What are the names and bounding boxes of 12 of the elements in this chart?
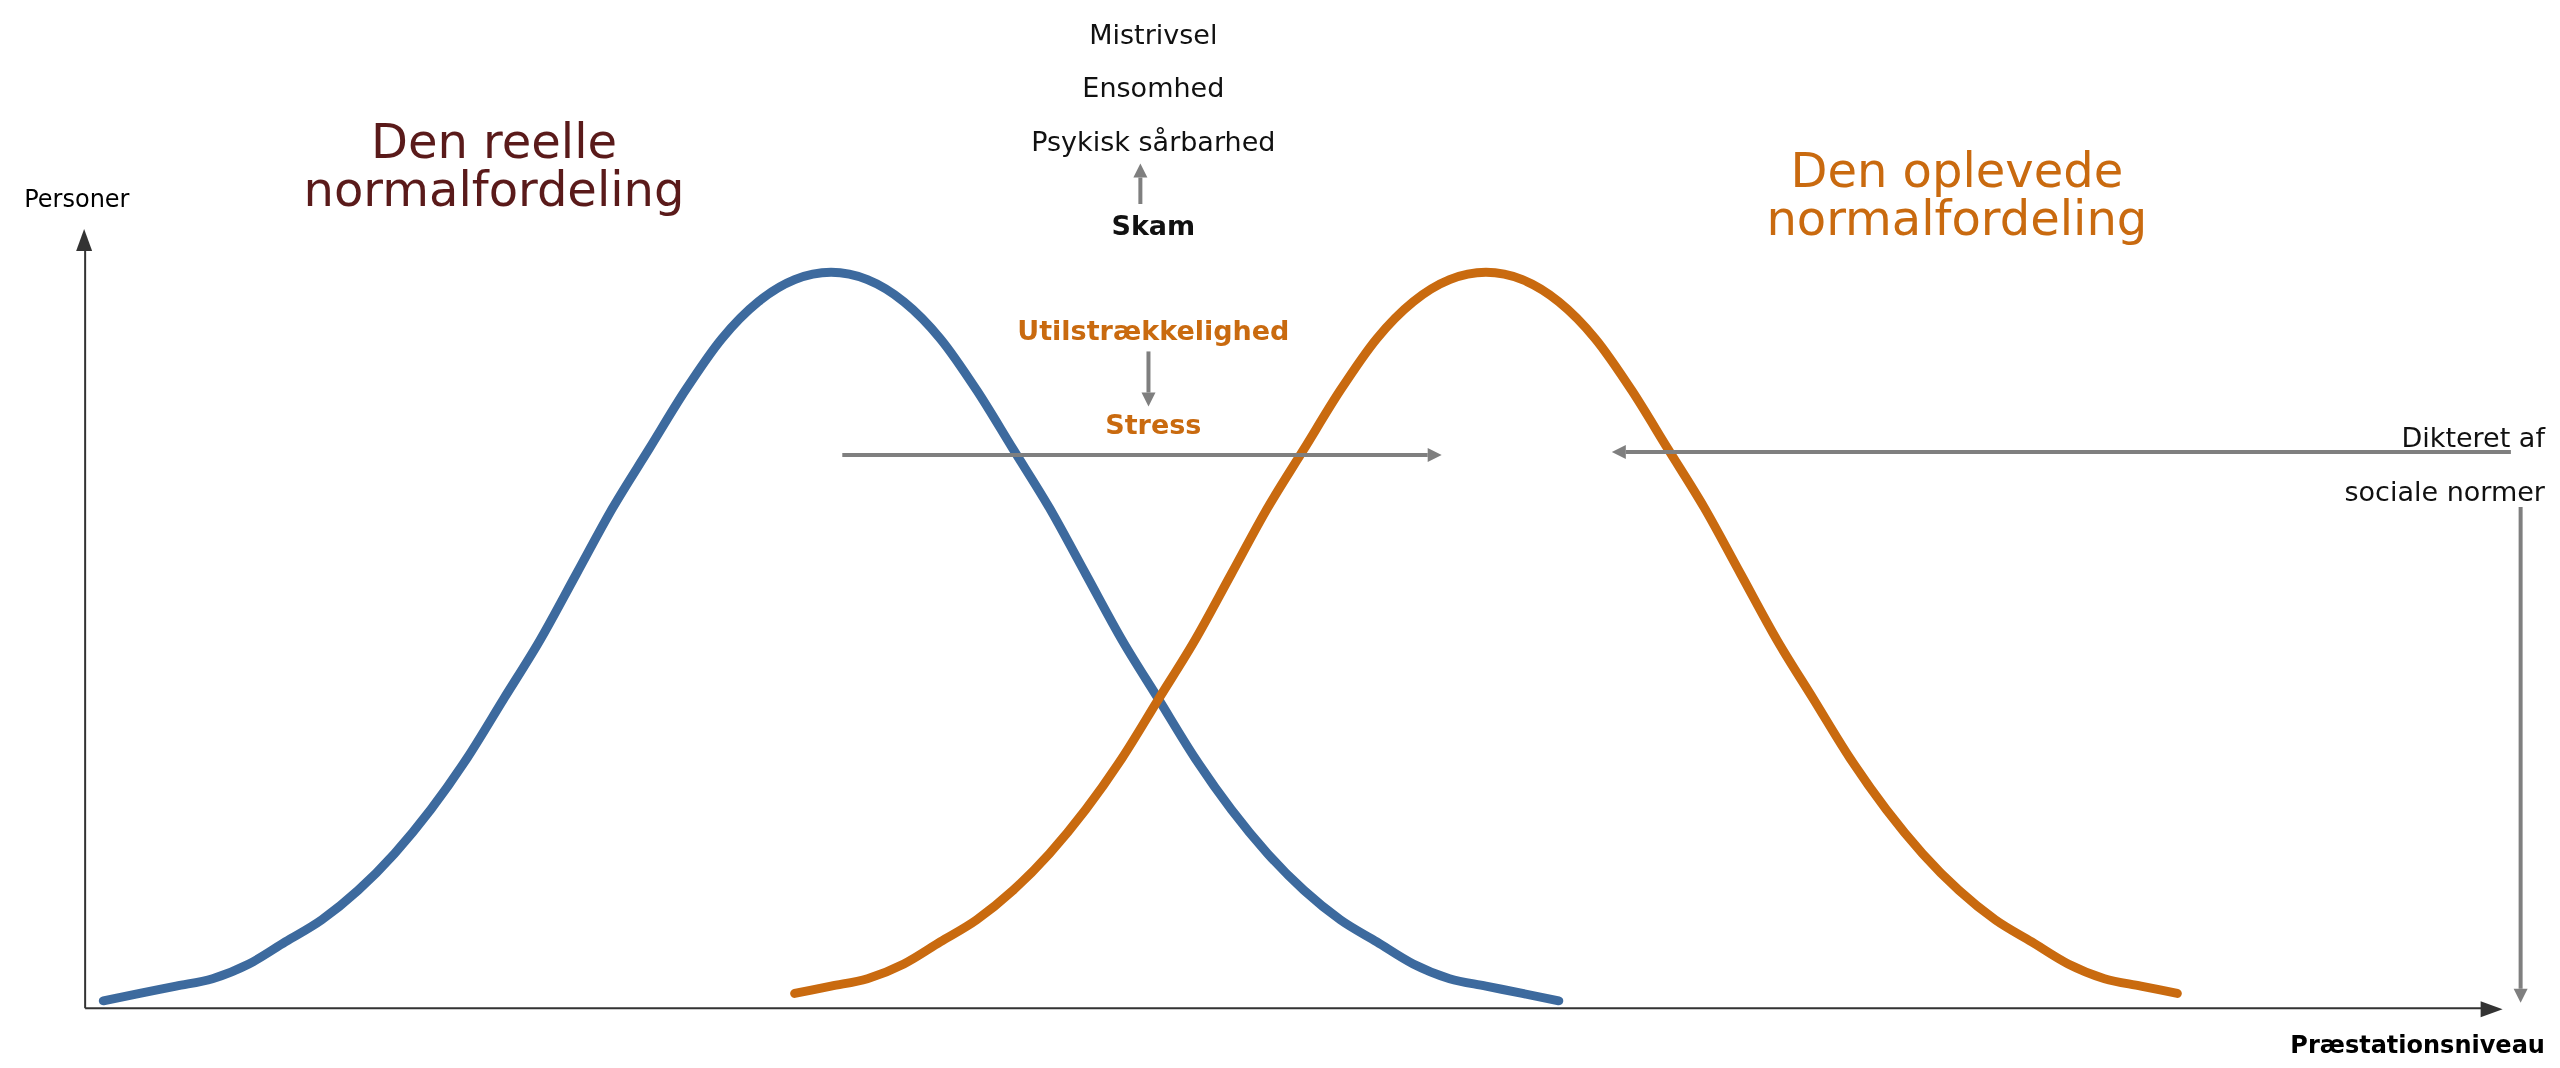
text: Psykisk sårbarhed — [1031, 125, 1276, 157]
text: Ensomhed — [1082, 71, 1225, 103]
y-axis-title: Personer — [24, 185, 130, 214]
annotation: Dikteret af — [2401, 421, 2545, 453]
annotation: Stress — [1105, 408, 1202, 440]
text: Den oplevede normalfordeling — [1765, 142, 2149, 247]
annotation: sociale normer — [2344, 475, 2545, 507]
text: Mistrivsel — [1089, 18, 1218, 50]
x-axis-title: Præstationsniveau — [2290, 1030, 2545, 1059]
text: Skam — [1111, 209, 1196, 241]
text: Den reelle normalfordeling — [302, 113, 686, 218]
annotation: Utilstrækkelighed — [1017, 314, 1290, 346]
